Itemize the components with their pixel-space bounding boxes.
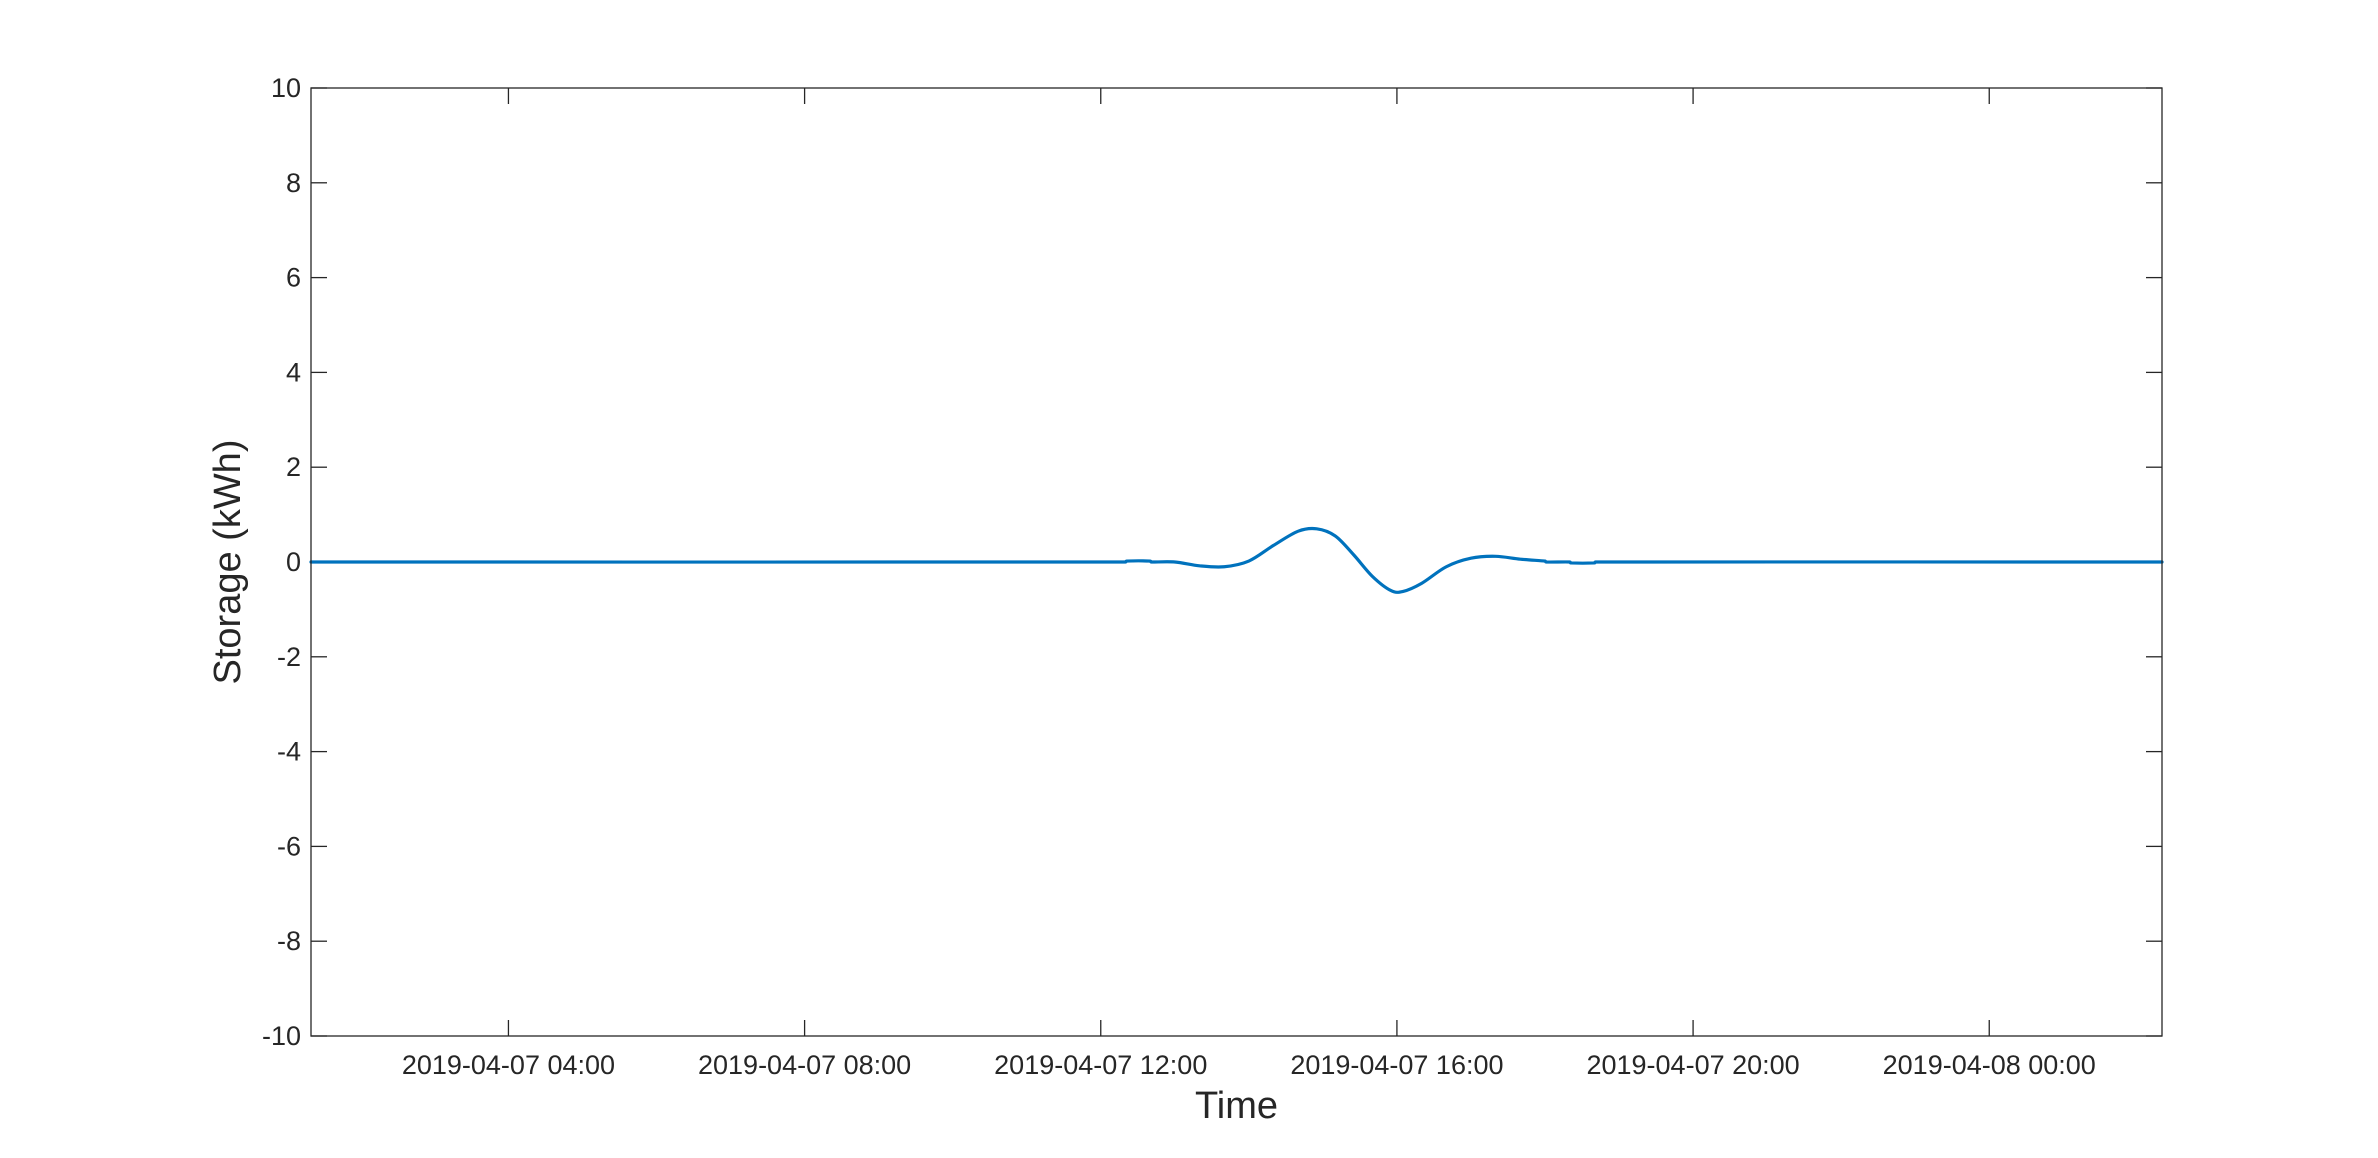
x-tick-label: 2019-04-08 00:00 [1883,1050,2096,1080]
y-tick-label: -10 [262,1021,301,1051]
x-tick-label: 2019-04-07 16:00 [1290,1050,1503,1080]
x-axis-label: Time [1195,1085,1278,1127]
y-tick-label: 2 [286,452,301,482]
y-tick-label: 4 [286,357,301,387]
x-tick-label: 2019-04-07 04:00 [402,1050,615,1080]
y-tick-label: -2 [277,642,301,672]
series-layer [309,526,2164,594]
y-tick-label: -6 [277,831,301,861]
y-tick-label: 8 [286,168,301,198]
y-tick-label: -8 [277,926,301,956]
y-axis-label: Storage (kWh) [207,440,249,685]
x-tick-label: 2019-04-07 12:00 [994,1050,1207,1080]
x-tick-label: 2019-04-07 08:00 [698,1050,911,1080]
y-tick-label: -4 [277,737,301,767]
y-tick-label: 0 [286,547,301,577]
y-tick-label: 10 [271,73,301,103]
x-tick-label: 2019-04-07 20:00 [1586,1050,1799,1080]
ticks-layer: -10 -8 -6 -4 -2 0 2 4 6 8 10 2019-04-07 04:00 2019-0… [262,73,2162,1080]
storage-series-line [309,526,2164,594]
labels-layer: Time Storage (kWh) [207,440,1278,1127]
plot-frame [310,87,2163,1037]
y-tick-label: 6 [286,263,301,293]
